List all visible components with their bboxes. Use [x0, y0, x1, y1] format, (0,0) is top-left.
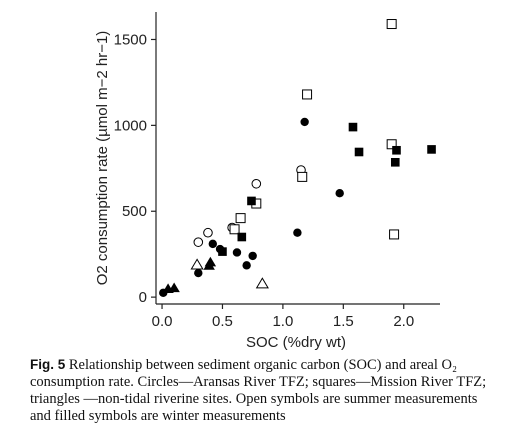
data-point-filled-circle [232, 248, 242, 257]
data-point-open-square [302, 89, 313, 100]
data-point-filled-square [237, 232, 247, 242]
data-point-open-square [297, 171, 308, 182]
data-point-filled-circle [300, 117, 309, 127]
data-point-filled-square [218, 247, 227, 256]
data-point-filled-circle [335, 189, 344, 198]
x-tick-label: 0.0 [152, 313, 173, 330]
y-axis-label: O2 consumption rate (µmol m−2 hr−1) [94, 31, 111, 286]
x-tick-label: 2.0 [393, 313, 414, 330]
data-point-filled-square [390, 157, 400, 167]
data-point-filled-square [247, 196, 256, 206]
data-point-filled-square [392, 145, 401, 155]
figure-caption: Fig. 5 Relationship between sediment org… [30, 356, 500, 425]
data-point-filled-circle [194, 268, 203, 278]
data-point-open-circle [193, 237, 204, 247]
data-point-filled-square [427, 145, 436, 154]
y-tick-label: 1500 [114, 31, 147, 48]
data-point-filled-square [348, 122, 358, 132]
data-point-filled-circle [242, 261, 251, 270]
data-point-open-square [386, 139, 397, 150]
figure-label: Fig. 5 [30, 357, 66, 372]
data-point-open-triangle [255, 277, 269, 289]
data-point-filled-circle [208, 239, 217, 249]
data-point-open-triangle [190, 258, 204, 270]
x-axis-label: SOC (%dry wt) [246, 334, 346, 350]
scatter-chart: 0.0 0.5 1.0 1.5 2.0 0 500 1000 1500 SOC (%dry wt… [94, 12, 440, 350]
caption-text: Relationship between sediment organic ca… [30, 357, 487, 424]
data-point-open-square [386, 19, 397, 30]
y-tick-label: 500 [122, 203, 147, 220]
data-point-open-square [389, 229, 400, 240]
data-point-open-square [229, 224, 240, 235]
data-point-filled-square [354, 147, 364, 157]
data-point-open-circle [251, 178, 262, 189]
data-point-open-circle [203, 227, 213, 238]
data-point-filled-triangle [168, 282, 180, 293]
x-tick-label: 0.5 [212, 313, 233, 330]
data-point-open-square [235, 213, 246, 224]
x-tick-label: 1.5 [333, 313, 354, 330]
y-tick-label: 1000 [114, 117, 147, 134]
y-tick-label: 0 [139, 289, 147, 306]
x-tick-label: 1.0 [272, 313, 293, 330]
data-point-filled-circle [248, 251, 257, 261]
data-point-filled-triangle [204, 256, 217, 267]
data-point-filled-circle [293, 228, 302, 237]
